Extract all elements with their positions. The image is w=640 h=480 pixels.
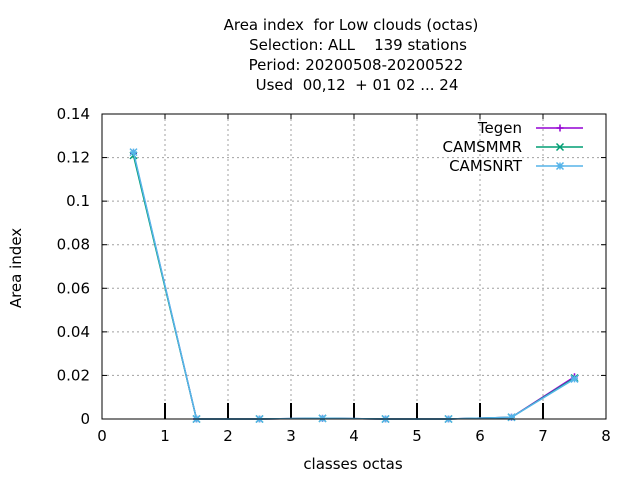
star-marker [507,413,516,422]
x-tick-label: 3 [286,427,296,445]
x-tick-label: 6 [475,427,485,445]
legend-label-camsmmr: CAMSMMR [442,138,522,156]
y-tick-label: 0.02 [57,366,90,384]
star-marker [570,374,579,383]
y-tick-label: 0.14 [57,105,90,123]
grid-lines [102,114,606,419]
legend-label-camsnrt: CAMSNRT [449,157,523,175]
y-tick-label: 0.04 [57,323,90,341]
title-line-4: Used 00,12 + 01 02 ... 24 [255,76,459,94]
axis-ticks: 0 1 2 3 4 5 6 7 8 0 0.02 0.04 0.06 0.08 0.1 0.12 0.14 [57,105,611,445]
y-tick-label: 0.1 [66,192,90,210]
x-tick-label: 4 [349,427,359,445]
x-tick-label: 0 [97,427,107,445]
legend-label-tegen: Tegen [477,119,522,137]
x-tick-label: 5 [412,427,422,445]
x-tick-label: 7 [538,427,548,445]
x-tick-label: 8 [601,427,611,445]
plus-marker [556,124,564,132]
star-marker [318,414,327,423]
plot-border [101,113,607,420]
y-tick-label: 0.06 [57,279,90,297]
y-tick-label: 0.12 [57,149,90,167]
star-marker [555,161,565,171]
x-tick-label: 1 [160,427,170,445]
x-tick-label: 2 [223,427,233,445]
star-marker [129,148,138,157]
title-line-3: Period: 20200508-20200522 [248,56,464,74]
series-camsmmr [129,151,579,424]
y-tick-label: 0 [80,410,90,428]
title-line-1: Area index for Low clouds (octas) [223,16,479,34]
title-line-2: Selection: ALL 139 stations [249,36,467,54]
y-tick-label: 0.08 [57,236,90,254]
cross-marker [555,142,565,152]
x-axis-label: classes octas [303,455,403,473]
